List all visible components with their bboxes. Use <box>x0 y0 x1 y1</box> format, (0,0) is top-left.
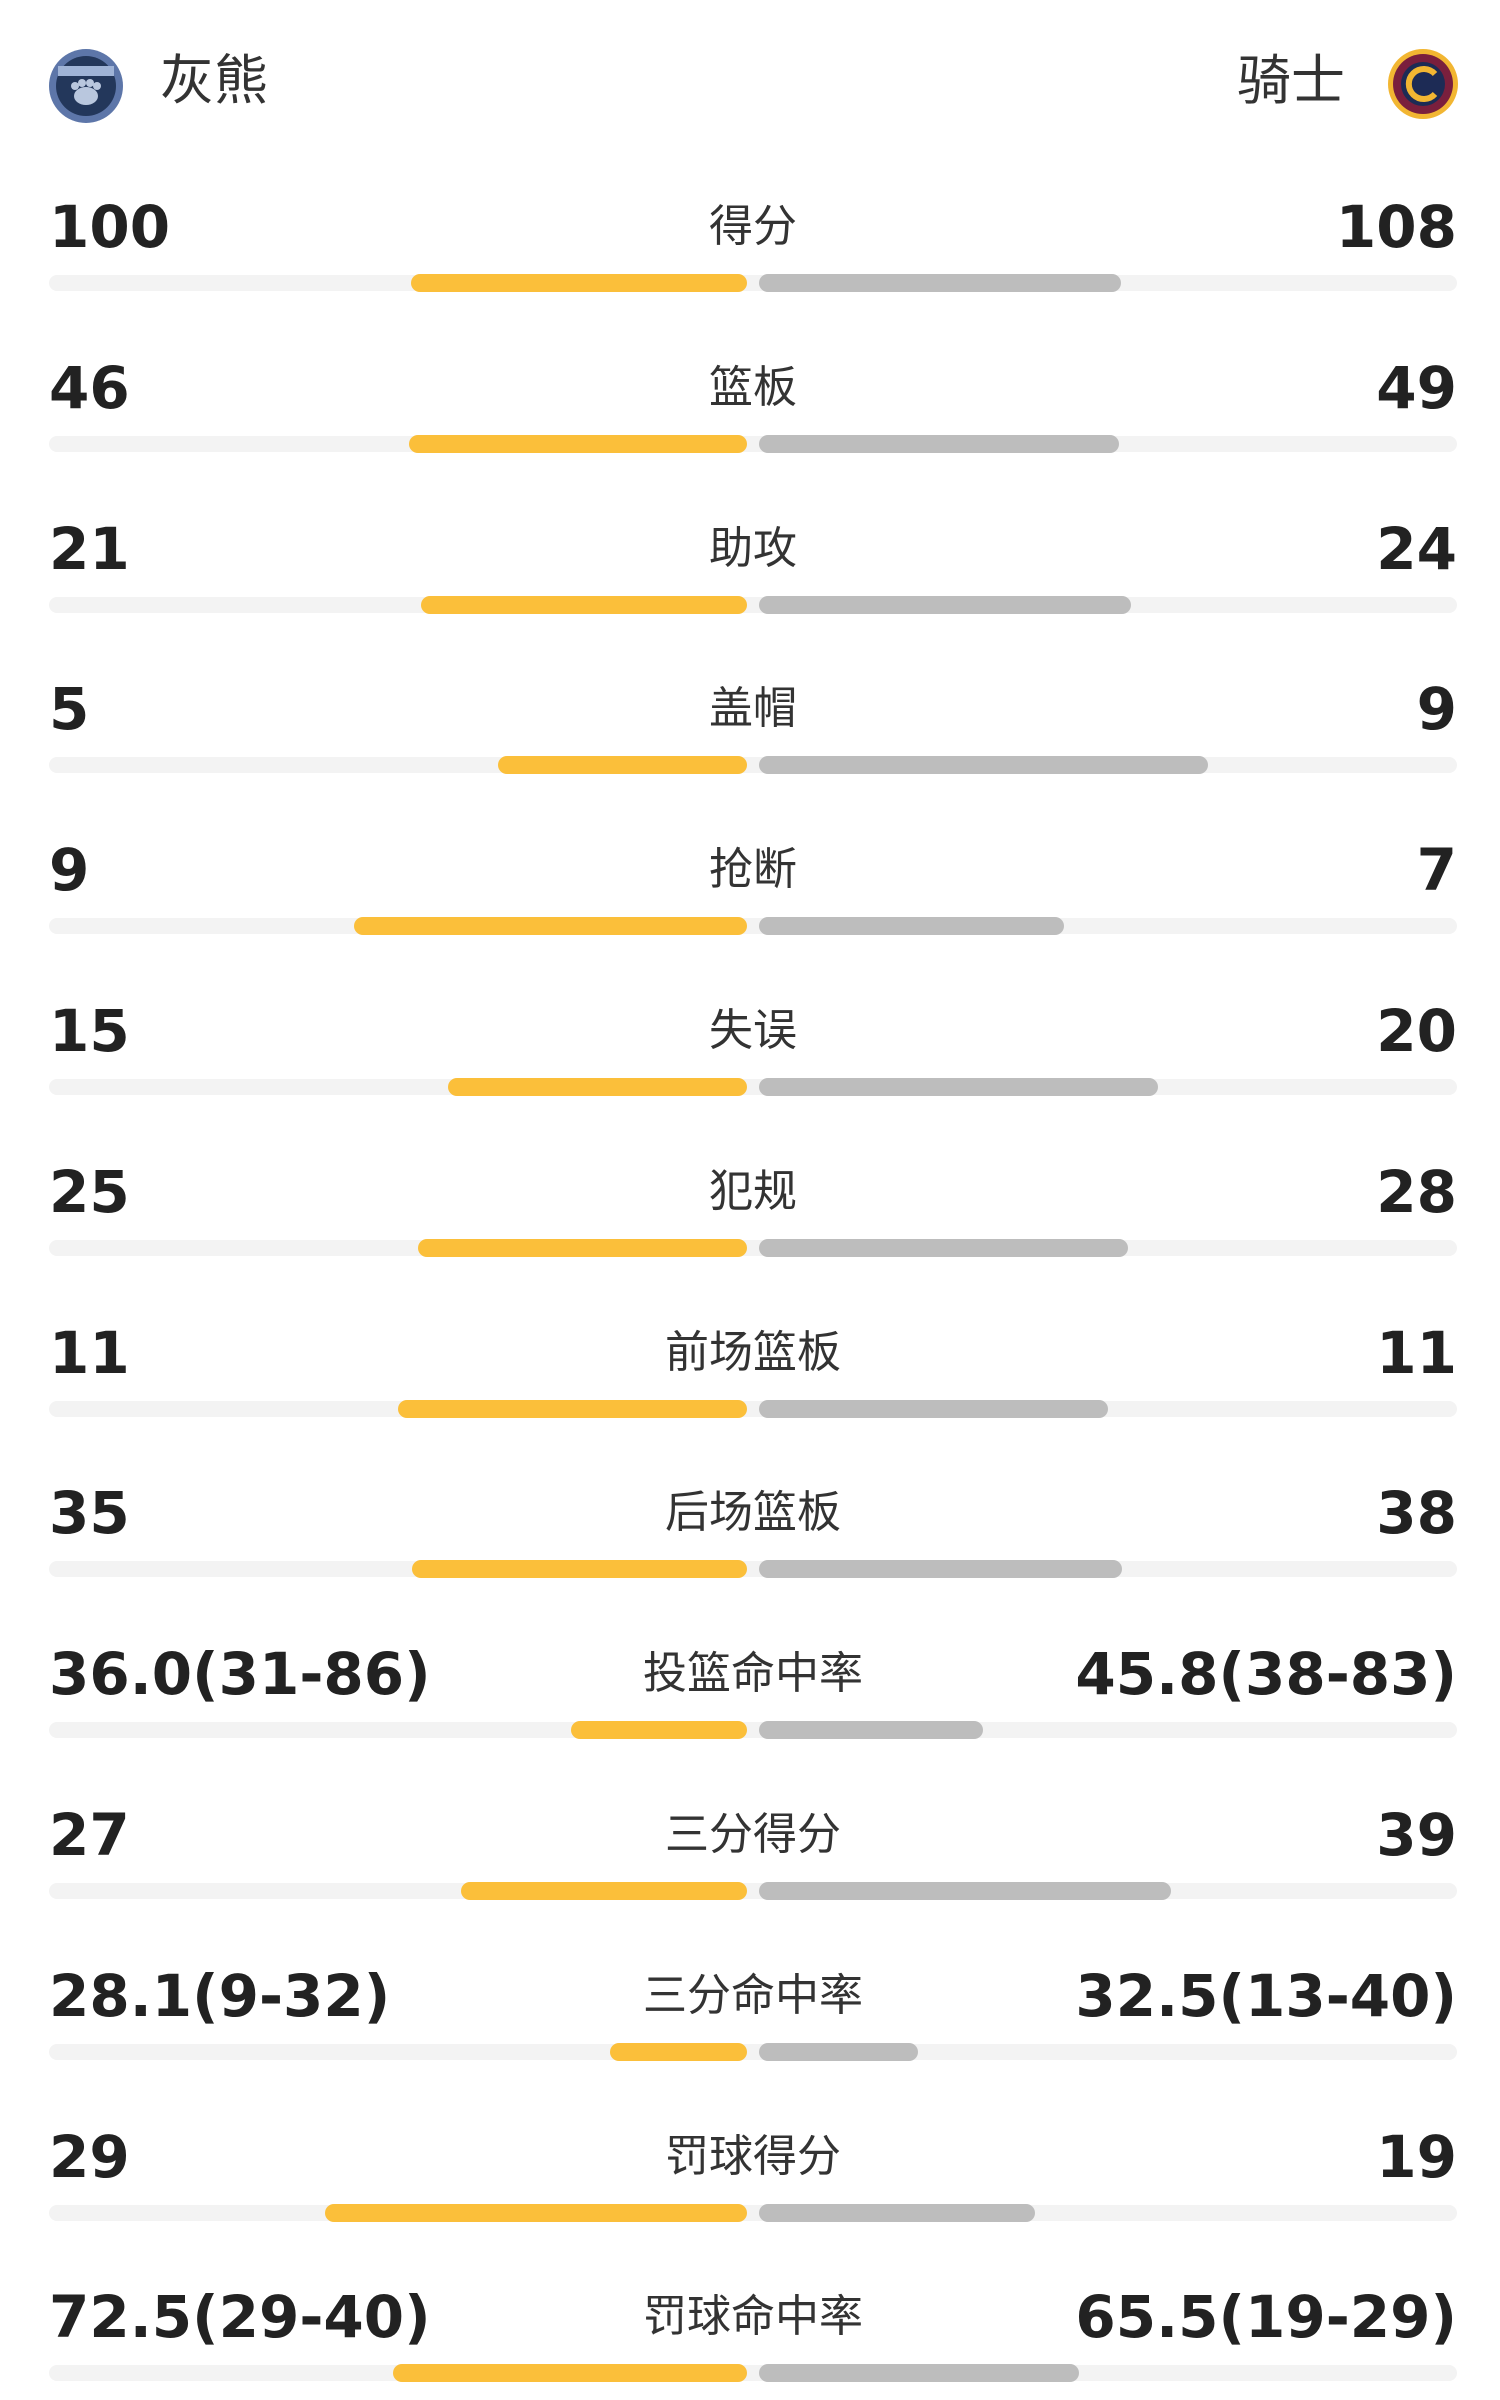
away-logo <box>1388 49 1458 119</box>
stat-label: 罚球得分 <box>665 2130 841 2182</box>
home-value: 28.1(9-32) <box>49 1961 391 2030</box>
away-name: 骑士 <box>1237 49 1345 112</box>
bar-track <box>49 1400 1457 1417</box>
home-value: 21 <box>49 514 130 583</box>
away-bar <box>759 434 1120 453</box>
bar-track <box>49 757 1457 774</box>
home-value: 35 <box>49 1479 130 1548</box>
away-bar <box>759 2203 1036 2222</box>
home-bar <box>461 1882 747 1900</box>
stat-label: 失误 <box>709 1005 797 1056</box>
home-value: 29 <box>49 2122 130 2191</box>
away-value: 19 <box>1376 2122 1457 2191</box>
home-bar <box>609 2042 747 2061</box>
home-bar <box>392 2364 747 2383</box>
home-logo <box>49 49 123 123</box>
stat-label: 抢断 <box>709 844 797 896</box>
bar-track <box>49 435 1457 452</box>
stat-label: 篮板 <box>709 361 797 413</box>
bar-track <box>49 2204 1457 2221</box>
away-value: 9 <box>1416 675 1457 744</box>
away-value: 38 <box>1376 1479 1457 1548</box>
home-bar <box>398 1399 747 1418</box>
bar-track <box>49 1722 1457 1739</box>
away-value: 20 <box>1376 997 1457 1065</box>
away-value: 11 <box>1376 1318 1457 1387</box>
stat-label: 罚球命中率 <box>643 2291 863 2343</box>
stat-label: 三分得分 <box>665 1809 841 1860</box>
away-value: 108 <box>1335 193 1457 261</box>
away-value: 49 <box>1376 353 1457 422</box>
home-bar <box>447 1078 747 1096</box>
away-value: 28 <box>1376 1157 1457 1226</box>
home-bar <box>497 756 747 775</box>
stat-label: 得分 <box>709 201 797 252</box>
home-value: 25 <box>49 1157 130 1226</box>
away-bar <box>759 917 1065 936</box>
bar-track <box>49 2043 1457 2060</box>
away-bar <box>759 1399 1108 1418</box>
bar-track <box>49 1079 1457 1095</box>
home-value: 100 <box>49 193 171 261</box>
away-value: 65.5(19-29) <box>1075 2283 1457 2352</box>
bar-track <box>49 1883 1457 1899</box>
away-bar <box>759 756 1208 775</box>
away-value: 24 <box>1376 514 1457 583</box>
away-bar <box>759 2364 1080 2383</box>
home-value: 27 <box>49 1801 130 1869</box>
away-bar <box>759 1238 1128 1257</box>
home-value: 11 <box>49 1318 130 1387</box>
stat-label: 三分命中率 <box>643 1969 863 2021</box>
home-value: 36.0(31-86) <box>49 1640 431 1709</box>
home-bar <box>421 595 747 614</box>
home-bar <box>354 917 747 936</box>
home-name: 灰熊 <box>160 49 268 112</box>
stat-label: 犯规 <box>709 1165 797 1217</box>
home-value: 9 <box>49 836 90 905</box>
away-bar <box>759 274 1122 292</box>
stat-label: 后场篮板 <box>665 1487 841 1539</box>
bar-track <box>49 1561 1457 1578</box>
bar-track <box>49 275 1457 291</box>
home-bar <box>412 1560 747 1579</box>
away-bar <box>759 1721 983 1740</box>
bar-track <box>49 596 1457 613</box>
away-value: 45.8(38-83) <box>1075 1640 1457 1709</box>
stat-label: 前场篮板 <box>665 1326 841 1378</box>
away-value: 7 <box>1416 836 1457 905</box>
home-value: 5 <box>49 675 90 744</box>
home-value: 15 <box>49 997 130 1065</box>
home-bar <box>571 1721 747 1740</box>
home-bar <box>411 274 747 292</box>
away-bar <box>759 595 1132 614</box>
bar-track <box>49 918 1457 935</box>
away-value: 39 <box>1376 1801 1457 1869</box>
bar-track <box>49 2365 1457 2382</box>
away-bar <box>759 1560 1123 1579</box>
away-bar <box>759 2042 918 2061</box>
home-bar <box>409 434 747 453</box>
home-value: 46 <box>49 353 130 422</box>
home-bar <box>417 1238 747 1257</box>
away-value: 32.5(13-40) <box>1075 1961 1457 2030</box>
home-value: 72.5(29-40) <box>49 2283 431 2352</box>
stat-label: 投篮命中率 <box>643 1648 863 1700</box>
stat-label: 助攻 <box>709 522 797 574</box>
stat-label: 盖帽 <box>709 683 797 735</box>
away-bar <box>759 1882 1172 1900</box>
away-bar <box>759 1078 1158 1096</box>
bar-track <box>49 1239 1457 1256</box>
home-bar <box>325 2203 747 2222</box>
